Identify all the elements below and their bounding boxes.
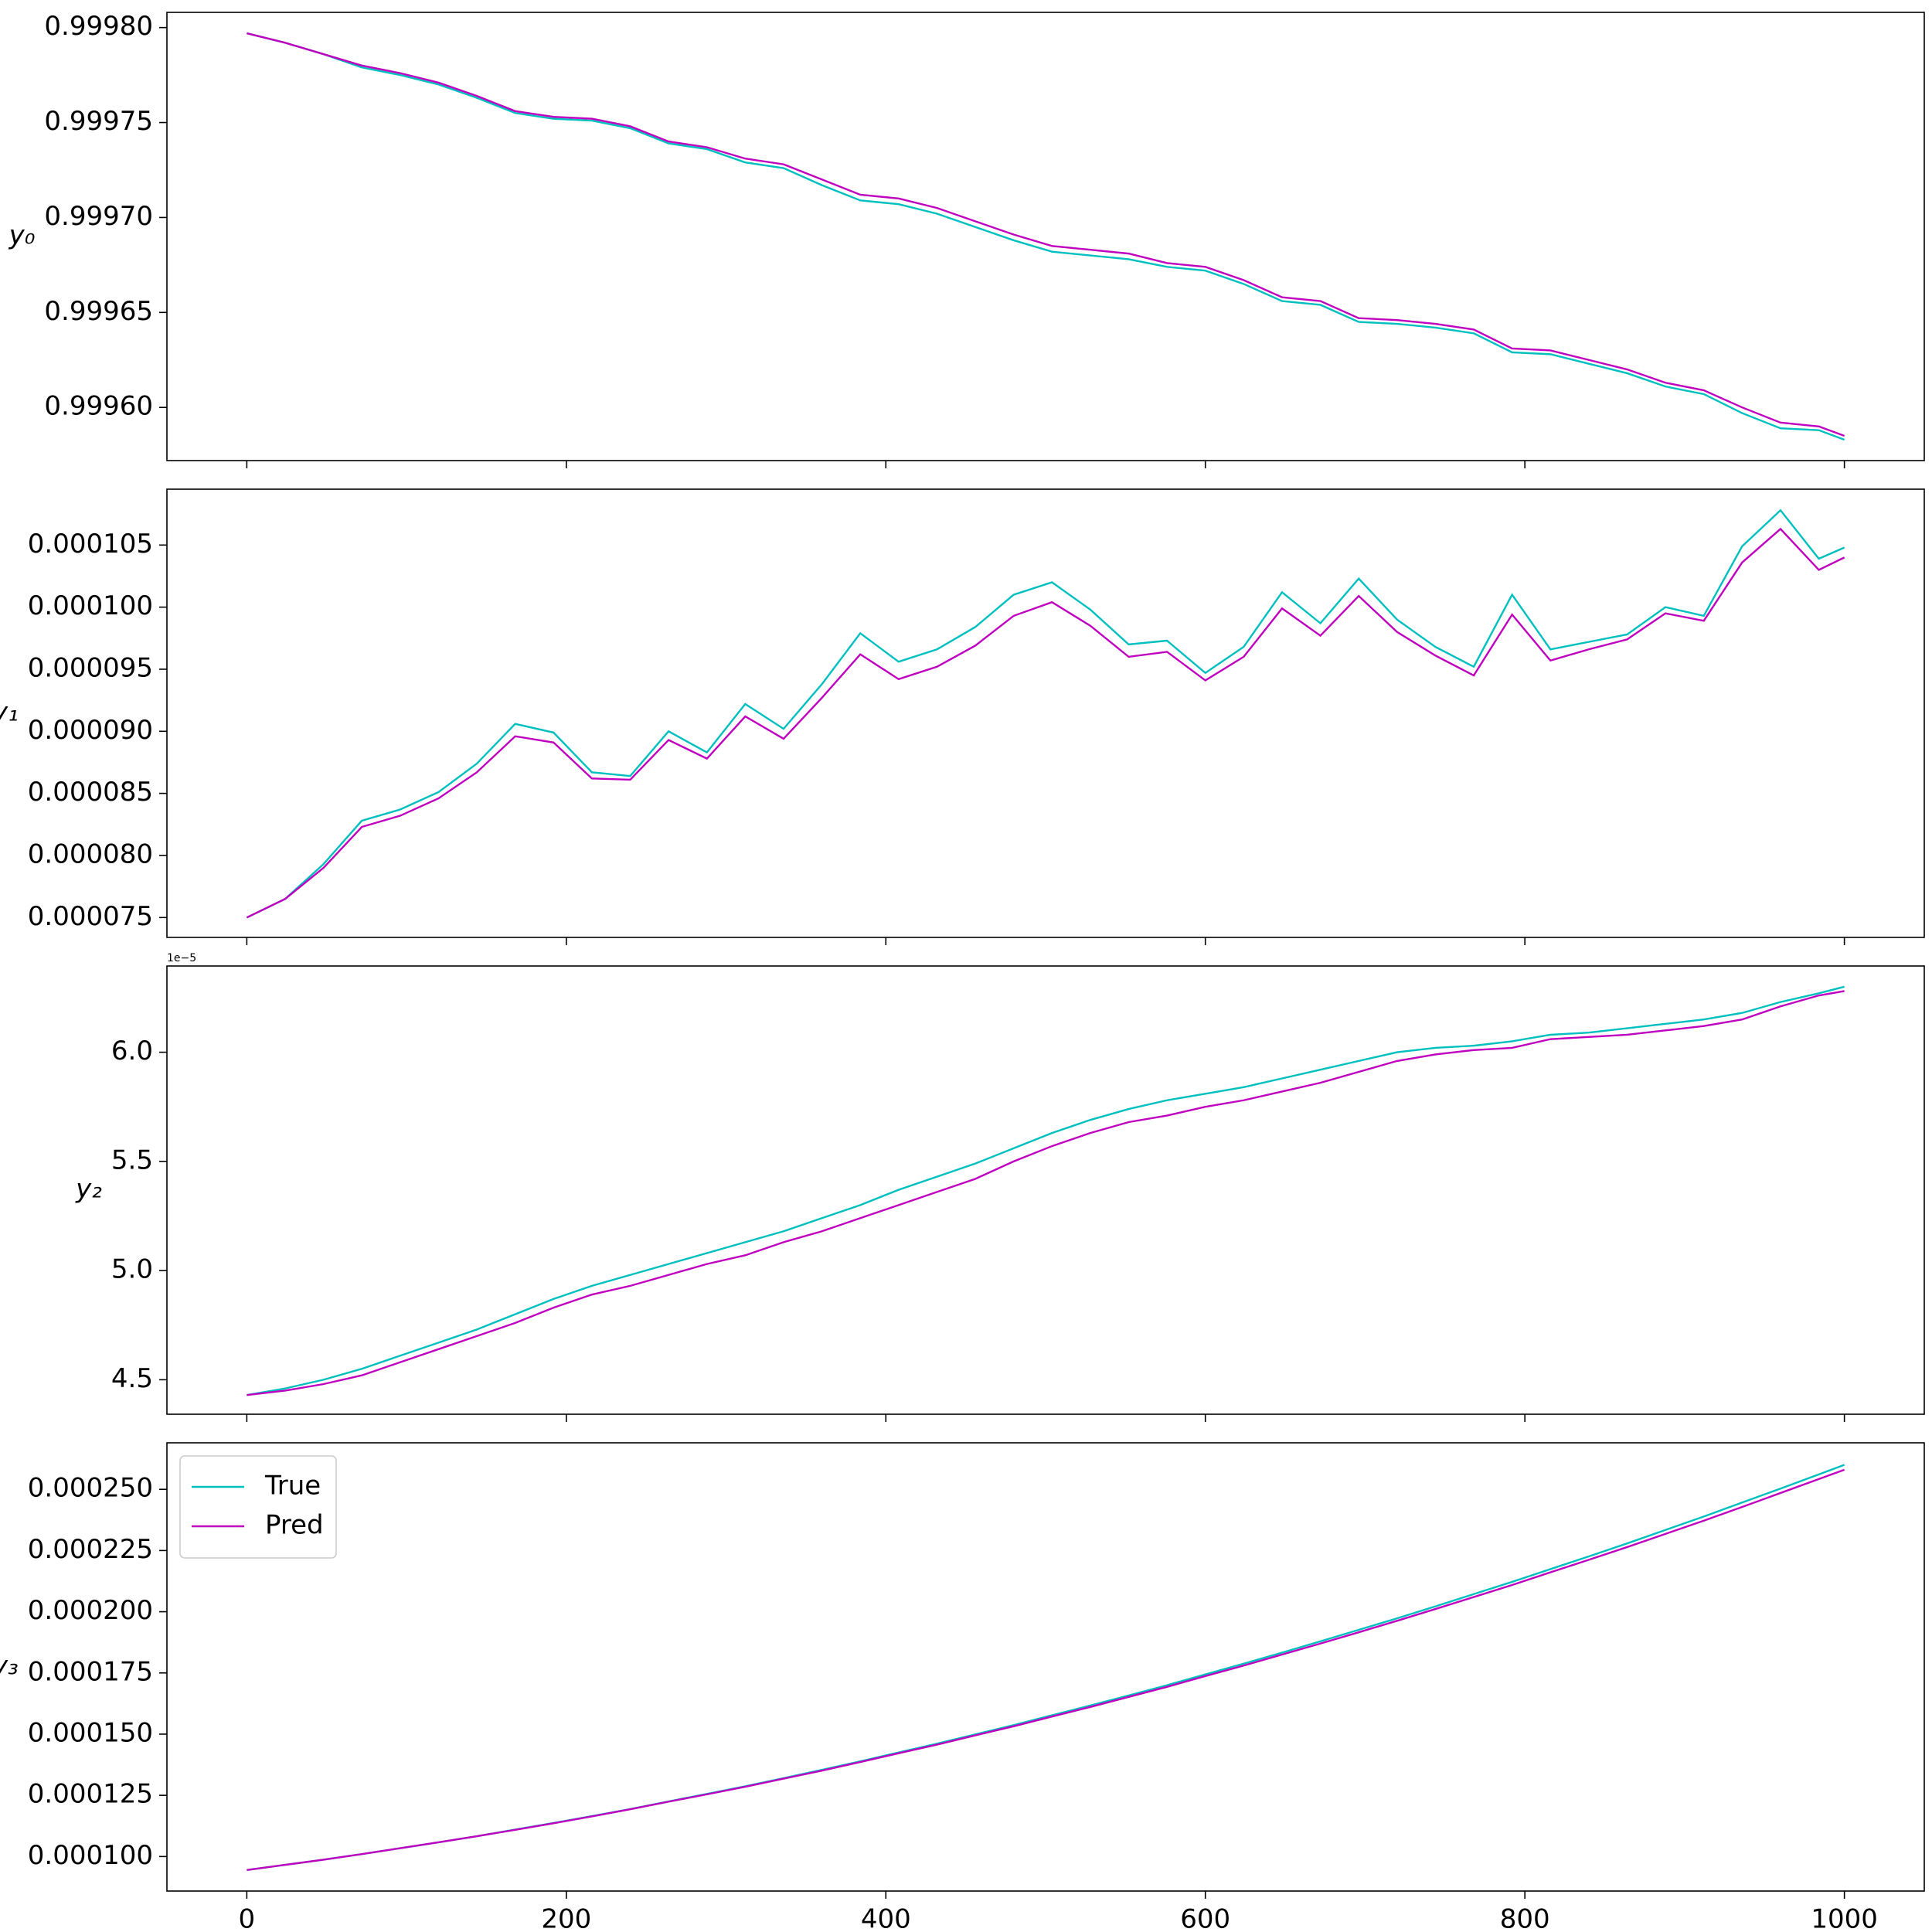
y-tick-label: 0.000100 <box>28 590 153 621</box>
x-tick-label: 800 <box>1500 1904 1550 1932</box>
y-tick-label: 0.99965 <box>44 296 153 327</box>
axes-frame <box>166 965 1925 1415</box>
plot-area <box>167 489 1924 937</box>
plot-area <box>167 1443 1924 1891</box>
series-line <box>246 527 1845 919</box>
plot-area <box>167 966 1924 1414</box>
offset-text: 1e−5 <box>167 952 196 964</box>
y-tick-label: 6.0 <box>111 1036 153 1066</box>
y-tick-label: 0.000085 <box>28 777 153 808</box>
y-axis-label: y₁ <box>0 697 19 728</box>
series-line <box>247 32 1845 437</box>
subplot: 0.99960 0.99965 0.99970 0.99975 0.99980 y₀ <box>9 11 1925 468</box>
subplot: 0.000075 0.000080 0.000085 0.000090 0.000095… <box>0 488 1925 945</box>
y-tick-label: 4.5 <box>111 1363 153 1394</box>
y-tick-label: 0.000175 <box>28 1656 153 1687</box>
y-tick-label: 0.000125 <box>28 1779 153 1810</box>
y-axis-label: y₀ <box>9 220 36 251</box>
x-tick-label: 1000 <box>1811 1904 1878 1932</box>
x-tick-label: 400 <box>861 1904 911 1932</box>
y-axis-label: y₃ <box>0 1651 19 1682</box>
y-tick-label: 5.0 <box>111 1254 153 1285</box>
y-tick-label: 0.000075 <box>28 901 153 932</box>
series-line <box>247 32 1845 441</box>
subplot: 0.000100 0.000125 0.000150 0.000175 0.000200… <box>0 1442 1925 1932</box>
legend-box <box>179 1455 337 1559</box>
axes-frame <box>166 1442 1925 1892</box>
series-line <box>247 990 1845 1396</box>
plot-area <box>167 12 1924 461</box>
y-tick-label: 0.99960 <box>44 391 153 422</box>
y-tick-label: 0.000100 <box>28 1840 153 1871</box>
axes-frame <box>166 12 1925 461</box>
y-tick-label: 0.000250 <box>28 1473 153 1504</box>
y-tick-label: 0.000090 <box>28 715 153 746</box>
y-tick-label: 0.000080 <box>28 838 153 869</box>
x-tick-label: 600 <box>1180 1904 1230 1932</box>
series-line <box>247 1468 1845 1871</box>
y-tick-label: 0.99970 <box>44 201 153 232</box>
y-tick-label: 5.5 <box>111 1145 153 1175</box>
legend-label: True <box>264 1471 321 1502</box>
x-tick-label: 0 <box>239 1904 256 1932</box>
y-tick-label: 0.000200 <box>28 1595 153 1626</box>
y-tick-label: 0.000225 <box>28 1534 153 1565</box>
subplot: 4.5 5.0 5.5 6.0 y₂ 1e−5 <box>75 952 1925 1422</box>
series-line <box>247 985 1845 1396</box>
axes-frame <box>166 488 1925 938</box>
y-tick-label: 0.000095 <box>28 652 153 683</box>
y-tick-label: 0.000150 <box>28 1717 153 1748</box>
y-tick-label: 0.99980 <box>44 11 153 42</box>
y-tick-label: 0.000105 <box>28 529 153 560</box>
legend: True Pred <box>179 1455 337 1559</box>
y-tick-label: 0.99975 <box>44 106 153 137</box>
x-tick-label: 200 <box>541 1904 591 1932</box>
series-line <box>246 509 1845 919</box>
y-axis-label: y₂ <box>75 1174 102 1205</box>
legend-label: Pred <box>265 1510 324 1541</box>
